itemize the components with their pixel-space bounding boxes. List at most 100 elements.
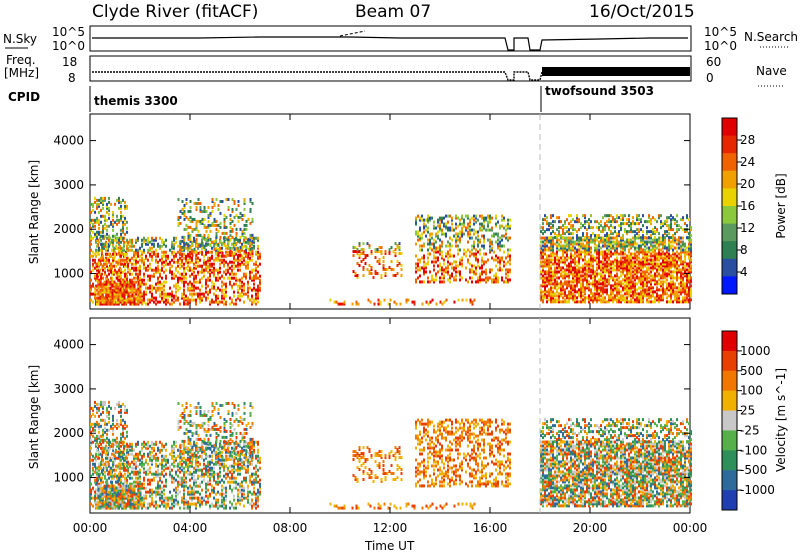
power-cell	[622, 252, 624, 256]
power-cell	[654, 296, 656, 300]
power-cell	[175, 254, 177, 258]
power-cell	[98, 270, 100, 274]
power-cell	[247, 260, 249, 264]
power-cell	[231, 197, 234, 201]
power-cell	[129, 282, 132, 286]
power-cell	[255, 294, 257, 298]
power-cell	[608, 236, 610, 240]
power-cell	[626, 284, 628, 288]
power-cell	[207, 238, 209, 242]
power-cell	[131, 266, 133, 270]
power-cell	[499, 268, 501, 272]
power-cell	[117, 252, 119, 256]
power-cell	[469, 298, 472, 302]
power-cell	[398, 252, 401, 256]
power-cell	[550, 240, 552, 244]
power-cell	[648, 258, 650, 262]
power-cell	[118, 248, 120, 252]
power-cell	[690, 260, 692, 264]
power-cell	[90, 220, 92, 224]
power-cell	[626, 218, 628, 222]
power-cell	[149, 240, 151, 244]
power-cell	[612, 284, 614, 288]
power-cell	[145, 292, 147, 296]
power-cell	[598, 272, 600, 276]
power-cell	[445, 226, 447, 230]
power-cell	[211, 268, 213, 272]
power-cell	[668, 272, 670, 276]
power-cell	[443, 232, 445, 236]
power-cell	[233, 256, 235, 260]
power-cell	[670, 300, 672, 304]
power-cell	[684, 254, 686, 258]
power-cell	[626, 230, 628, 234]
power-cell	[471, 252, 473, 256]
power-cell	[235, 298, 237, 302]
power-cell	[676, 266, 678, 270]
power-cell	[628, 244, 630, 248]
power-cell	[237, 239, 240, 243]
power-cell	[114, 290, 116, 294]
power-cell	[582, 258, 584, 262]
power-cell	[189, 274, 191, 278]
power-cell	[461, 228, 463, 232]
power-cell	[473, 254, 475, 258]
power-cell	[189, 233, 192, 237]
power-cell	[259, 286, 261, 290]
power-cell	[108, 212, 110, 216]
power-cell	[243, 274, 245, 278]
power-cell	[467, 240, 469, 244]
power-cell	[157, 280, 159, 284]
power-cell	[548, 272, 550, 276]
power-cell	[616, 288, 618, 292]
power-cell	[191, 217, 194, 221]
power-cell	[574, 270, 576, 274]
power-cell	[123, 242, 125, 246]
power-cell	[221, 241, 224, 245]
power-cell	[374, 248, 377, 252]
power-cell	[588, 296, 590, 300]
power-cell	[143, 236, 145, 240]
power-cell	[439, 226, 441, 230]
power-cell	[572, 298, 574, 302]
power-cell	[688, 294, 690, 298]
power-cell	[225, 215, 228, 219]
power-cell	[622, 272, 624, 276]
power-cell	[443, 280, 445, 284]
power-cell	[199, 205, 202, 209]
power-cell	[106, 276, 108, 280]
power-cell	[650, 270, 652, 274]
power-cell	[600, 238, 602, 242]
power-cell	[195, 225, 198, 229]
power-cell	[431, 242, 433, 246]
power-cell	[255, 268, 257, 272]
power-cell	[173, 246, 175, 250]
power-cell	[203, 217, 206, 221]
power-cell	[552, 272, 554, 276]
power-cell	[102, 206, 104, 210]
power-cell	[104, 226, 106, 230]
power-cell	[674, 218, 676, 222]
power-cell	[610, 298, 612, 302]
power-cell	[191, 249, 194, 253]
power-cell	[612, 260, 614, 264]
power-cell	[616, 274, 618, 278]
power-cell	[560, 294, 562, 298]
power-cell	[624, 244, 626, 248]
power-cell	[231, 250, 233, 254]
power-cell	[554, 268, 556, 272]
power-cell	[257, 244, 259, 248]
power-cell	[602, 240, 604, 244]
power-cell	[131, 240, 133, 244]
power-cell	[461, 258, 463, 262]
power-cell	[203, 270, 205, 274]
power-cell	[618, 292, 620, 296]
power-cell	[151, 296, 153, 300]
power-cell	[634, 234, 636, 238]
power-cell	[503, 280, 505, 284]
power-cell	[479, 248, 481, 252]
power-cell	[658, 300, 660, 304]
power-cell	[455, 264, 457, 268]
power-cell	[207, 292, 209, 296]
power-cell	[670, 270, 672, 274]
